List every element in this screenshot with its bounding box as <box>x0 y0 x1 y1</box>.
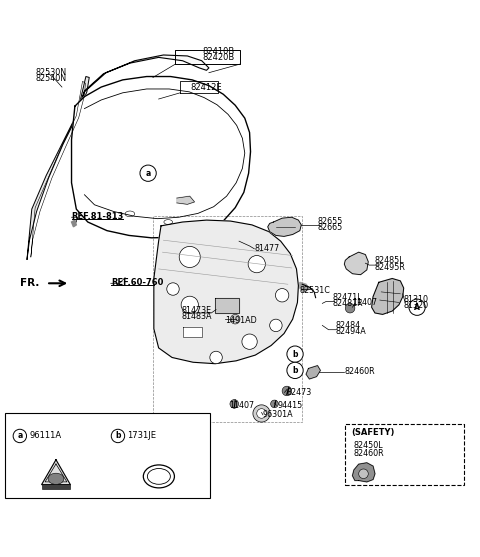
Circle shape <box>242 334 257 349</box>
Text: 82450L: 82450L <box>354 441 384 450</box>
Polygon shape <box>372 278 404 314</box>
Text: 82471L: 82471L <box>333 293 362 302</box>
Text: 81483A: 81483A <box>181 312 212 321</box>
Circle shape <box>167 283 179 295</box>
Circle shape <box>179 246 200 267</box>
Circle shape <box>210 351 222 364</box>
Ellipse shape <box>48 473 64 485</box>
Text: 94415: 94415 <box>277 401 302 410</box>
Bar <box>42 483 71 490</box>
Text: a: a <box>17 432 23 441</box>
Text: a: a <box>145 169 151 178</box>
Circle shape <box>230 314 240 324</box>
Text: REF.60-760: REF.60-760 <box>111 278 163 287</box>
Circle shape <box>271 400 278 408</box>
Text: 11407: 11407 <box>229 401 254 410</box>
Circle shape <box>287 346 303 362</box>
Circle shape <box>282 386 292 396</box>
Polygon shape <box>154 220 299 364</box>
Text: 81310: 81310 <box>404 295 429 304</box>
Polygon shape <box>268 217 301 236</box>
Text: 82484: 82484 <box>336 321 361 330</box>
Polygon shape <box>177 196 194 204</box>
Circle shape <box>257 409 266 418</box>
Polygon shape <box>300 282 310 292</box>
Circle shape <box>181 296 198 314</box>
Circle shape <box>276 289 289 302</box>
Circle shape <box>13 429 26 443</box>
Text: a°: a° <box>145 170 153 175</box>
Text: 82420B: 82420B <box>203 53 235 62</box>
Polygon shape <box>352 463 375 482</box>
Text: b: b <box>292 366 298 375</box>
Text: (SAFETY): (SAFETY) <box>351 428 395 437</box>
Text: 1491AD: 1491AD <box>225 316 256 325</box>
Circle shape <box>253 405 270 422</box>
Polygon shape <box>72 76 251 238</box>
Text: A: A <box>414 302 420 312</box>
Bar <box>345 424 464 485</box>
Polygon shape <box>182 328 202 337</box>
Text: 82481R: 82481R <box>333 299 363 309</box>
Polygon shape <box>215 297 239 313</box>
Text: REF.81-813: REF.81-813 <box>72 212 124 221</box>
Ellipse shape <box>147 468 170 484</box>
Circle shape <box>287 362 303 379</box>
Polygon shape <box>306 365 321 379</box>
Text: b: b <box>115 432 120 441</box>
Text: 82655: 82655 <box>318 217 343 226</box>
Bar <box>153 216 302 422</box>
Text: 82410B: 82410B <box>203 47 235 56</box>
Text: 81320: 81320 <box>404 301 429 310</box>
Circle shape <box>248 256 265 273</box>
Bar <box>4 413 210 498</box>
Text: 82540N: 82540N <box>36 75 67 84</box>
Polygon shape <box>42 460 71 485</box>
Text: 82485L: 82485L <box>375 256 405 265</box>
Text: FR.: FR. <box>20 278 39 289</box>
Circle shape <box>111 429 125 443</box>
Polygon shape <box>344 252 368 275</box>
Text: 82412E: 82412E <box>191 82 222 91</box>
Circle shape <box>359 469 368 478</box>
Polygon shape <box>72 220 76 227</box>
Text: 81477: 81477 <box>254 245 280 253</box>
Circle shape <box>409 299 425 315</box>
Text: 82460R: 82460R <box>354 449 384 458</box>
Text: 82531C: 82531C <box>300 286 331 295</box>
Text: 96111A: 96111A <box>29 432 61 441</box>
Text: 1731JE: 1731JE <box>128 432 156 441</box>
Text: 11407: 11407 <box>352 298 378 307</box>
Text: 81473E: 81473E <box>181 306 212 315</box>
Polygon shape <box>77 55 209 114</box>
Text: b: b <box>292 350 298 359</box>
Circle shape <box>140 165 156 182</box>
Text: 82460R: 82460R <box>344 367 375 377</box>
Text: 82665: 82665 <box>318 223 343 232</box>
Text: 82530N: 82530N <box>36 68 67 77</box>
Circle shape <box>270 319 282 331</box>
Text: 82495R: 82495R <box>375 262 406 271</box>
Polygon shape <box>27 76 89 260</box>
Text: 82494A: 82494A <box>336 327 366 336</box>
Circle shape <box>345 304 355 313</box>
Circle shape <box>230 399 239 408</box>
Text: 96301A: 96301A <box>263 411 294 419</box>
Text: 82473: 82473 <box>287 388 312 397</box>
